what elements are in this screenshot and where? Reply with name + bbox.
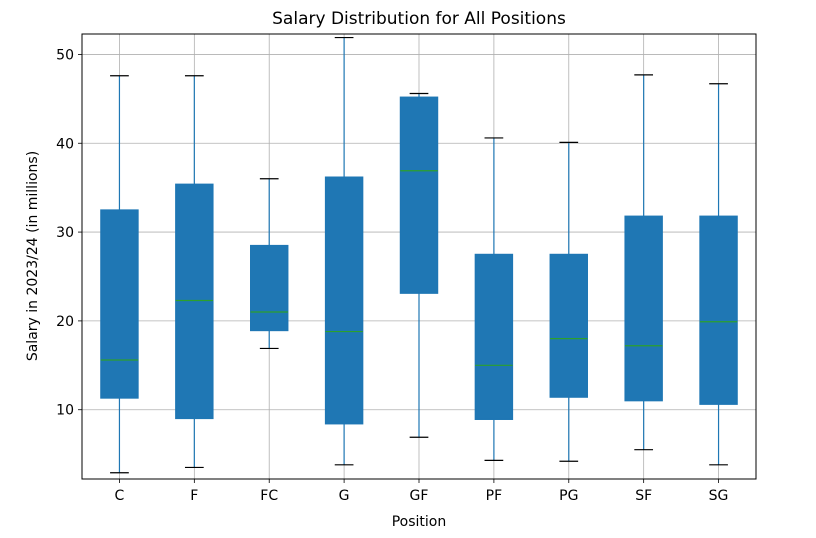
x-tick-label: PF (486, 488, 503, 504)
x-tick-label: SG (709, 488, 729, 504)
x-tick-label: GF (410, 488, 429, 504)
box-g (324, 36, 364, 466)
box-body (324, 176, 364, 425)
x-tick-label: PG (559, 488, 578, 504)
x-axis-label: Position (392, 514, 447, 530)
x-tick-label: FC (260, 488, 278, 504)
y-tick-label: 20 (56, 314, 74, 330)
box-body (474, 253, 514, 420)
box-c (100, 75, 139, 474)
box-gf (399, 92, 439, 438)
y-tick-label: 30 (56, 225, 74, 241)
y-axis: 10 20 30 40 50 (56, 47, 82, 419)
y-axis-label: Salary in 2023/24 (in millions) (25, 151, 41, 361)
x-tick-label: SF (635, 488, 652, 504)
y-tick-label: 10 (56, 403, 74, 419)
box-body (399, 96, 439, 294)
x-tick-label: G (339, 488, 350, 504)
box-pf (474, 137, 514, 461)
x-tick-label: F (190, 488, 198, 504)
box-body (549, 253, 588, 398)
box-body (175, 183, 214, 420)
x-tick-label: C (115, 488, 125, 504)
box-body (250, 244, 289, 332)
box-body (100, 209, 139, 399)
box-fc (250, 178, 289, 350)
chart-title: Salary Distribution for All Positions (272, 9, 566, 29)
y-tick-label: 50 (56, 47, 74, 63)
box-body (699, 215, 738, 405)
boxes (100, 36, 738, 474)
box-pg (549, 141, 588, 462)
box-f (175, 75, 214, 469)
x-axis: C F FC G GF PF PG SF SG (115, 479, 729, 504)
box-sg (699, 83, 738, 466)
box-body (624, 215, 663, 402)
box-sf (624, 74, 663, 451)
y-tick-label: 40 (56, 136, 74, 152)
